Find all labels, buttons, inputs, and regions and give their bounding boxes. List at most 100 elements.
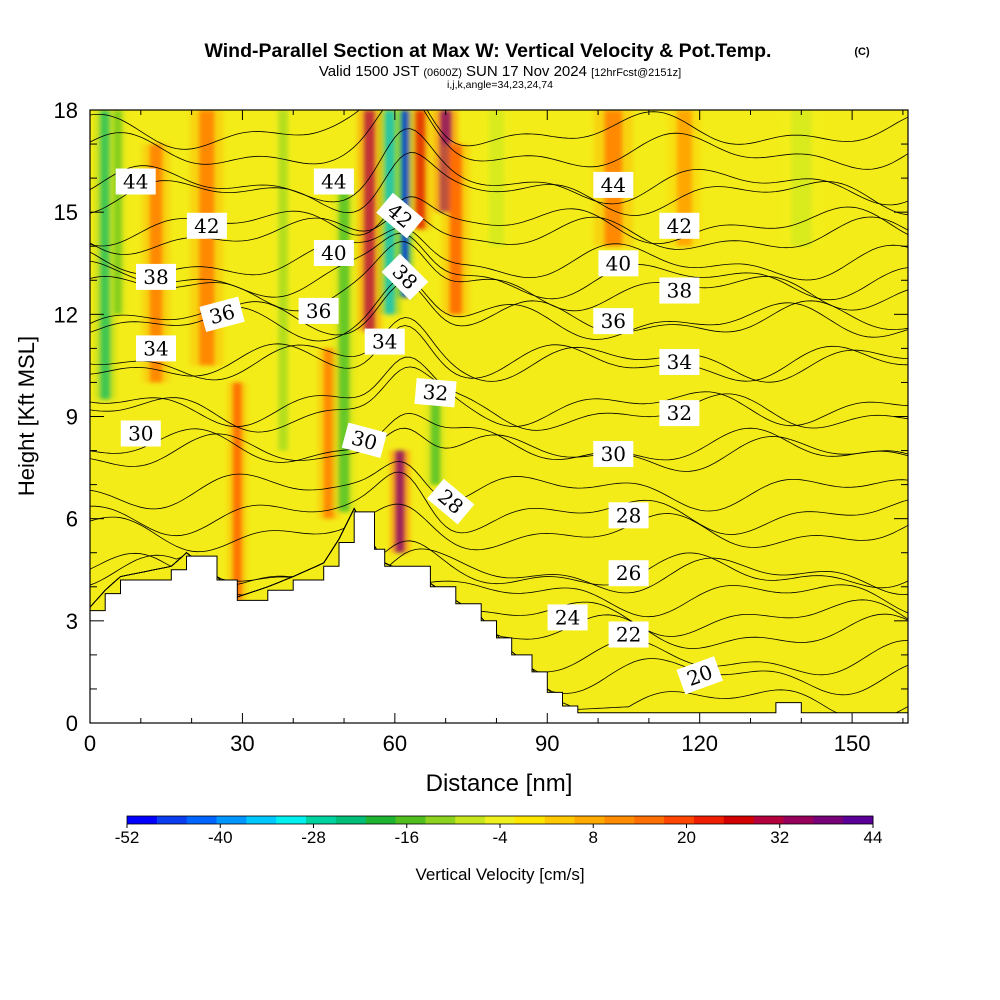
contour-label-box xyxy=(381,253,429,301)
colorbar-swatch-13 xyxy=(514,816,546,824)
x-tick-label: 120 xyxy=(681,731,718,756)
theta-contour-45 xyxy=(90,110,908,170)
contour-label-text: 42 xyxy=(667,214,692,238)
contour-label-text: 24 xyxy=(555,605,580,629)
contour-label-text: 36 xyxy=(601,309,626,333)
contour-label-4: 42 xyxy=(376,192,424,239)
colorbar-swatch-17 xyxy=(634,816,665,824)
contour-label-text: 32 xyxy=(667,401,692,425)
contour-label-text: 22 xyxy=(616,623,641,647)
contour-label-text: 38 xyxy=(667,279,692,303)
contour-label-text: 36 xyxy=(306,299,331,323)
contour-label-box xyxy=(593,171,634,198)
contour-label-box xyxy=(593,308,634,335)
w-halo-13 xyxy=(441,144,470,315)
contour-label-11: 36 xyxy=(199,296,245,333)
contour-label-text: 44 xyxy=(601,173,626,197)
contour-label-text: 30 xyxy=(128,422,153,446)
colorbar-swatch-2 xyxy=(186,816,218,824)
theta-contour-43 xyxy=(90,152,908,216)
x-tick-label: 150 xyxy=(834,731,871,756)
colorbar-tick-label: 44 xyxy=(864,828,883,847)
contour-label-12: 36 xyxy=(298,297,339,324)
contour-label-21: 30 xyxy=(593,441,634,467)
y-tick-label: 18 xyxy=(54,98,78,123)
colorbar-swatch-4 xyxy=(246,816,277,824)
contour-label-0: 44 xyxy=(115,168,156,195)
theta-contour-29 xyxy=(90,461,908,512)
w-halo-7 xyxy=(331,178,357,512)
contour-label-text: 30 xyxy=(601,442,626,466)
theta-contour-44 xyxy=(90,128,908,206)
theta-contours xyxy=(90,110,908,718)
w-halo-5 xyxy=(271,110,295,451)
w-halo-8 xyxy=(357,110,382,332)
contour-label-24: 26 xyxy=(608,560,649,587)
contour-label-box xyxy=(120,420,161,447)
contour-label-box xyxy=(547,604,588,631)
x-tick-label: 30 xyxy=(230,731,254,756)
y-tick-label: 6 xyxy=(66,507,78,532)
contour-label-box xyxy=(676,656,723,695)
subtitle-valid: Valid 1500 JST xyxy=(319,63,419,80)
contour-label-text: 38 xyxy=(143,265,168,289)
w-halo-14 xyxy=(389,450,410,553)
colorbar-tick-label: -28 xyxy=(301,828,326,847)
contour-label-box xyxy=(364,328,405,355)
w-halo-19 xyxy=(778,110,824,247)
contour-label-1: 44 xyxy=(313,168,354,195)
contour-label-13: 36 xyxy=(593,308,634,335)
contour-label-box xyxy=(115,168,156,195)
colorbar-swatch-3 xyxy=(216,816,247,824)
y-tick-label: 15 xyxy=(54,200,78,225)
colorbar-swatch-7 xyxy=(335,816,367,824)
contour-label-6: 40 xyxy=(313,240,354,266)
contour-label-text: 28 xyxy=(616,503,641,527)
colorbar-swatch-18 xyxy=(664,816,695,824)
y-tick-label: 12 xyxy=(54,302,78,327)
colorbar-swatch-22 xyxy=(783,816,814,824)
y-tick-label: 0 xyxy=(66,711,78,736)
contour-label-text: 32 xyxy=(422,380,449,406)
contour-label-16: 34 xyxy=(659,349,700,375)
colorbar-swatch-8 xyxy=(365,816,397,824)
chart-title-mark: (C) xyxy=(854,46,870,58)
chart-subtitle: Valid 1500 JST (0600Z) SUN 17 Nov 2024 [… xyxy=(319,63,681,80)
theta-contour-30 xyxy=(90,427,908,472)
w-halo-4 xyxy=(227,382,248,601)
theta-contour-31 xyxy=(90,412,908,463)
x-tick-label: 0 xyxy=(84,731,96,756)
theta-contour-41 xyxy=(90,210,908,255)
contour-label-box xyxy=(593,441,634,467)
theta-contour-35 xyxy=(90,325,908,382)
contour-label-box xyxy=(659,277,700,304)
theta-contour-39 xyxy=(90,232,908,301)
colorbar-swatch-9 xyxy=(395,816,426,824)
contour-label-27: 20 xyxy=(676,656,723,695)
subtitle-utc: (0600Z) xyxy=(423,67,462,79)
contour-label-box xyxy=(598,250,639,277)
colorbar-swatch-23 xyxy=(813,816,844,824)
contour-label-26: 22 xyxy=(608,621,649,648)
contour-label-10: 38 xyxy=(659,277,700,304)
chart-params: i,j,k,angle=34,23,24,74 xyxy=(447,79,553,91)
contour-label-25: 24 xyxy=(547,604,588,631)
contour-label-text: 34 xyxy=(667,350,692,374)
y-tick-label: 3 xyxy=(66,609,78,634)
contour-label-7: 40 xyxy=(598,250,639,277)
colorbar-swatch-20 xyxy=(723,816,755,824)
colorbar-swatch-15 xyxy=(574,816,605,824)
contour-label-23: 28 xyxy=(608,502,649,529)
terrain xyxy=(90,511,908,723)
theta-contour-34 xyxy=(90,317,908,383)
contour-label-text: 44 xyxy=(123,170,148,194)
colorbar-label: Vertical Velocity [cm/s] xyxy=(415,865,584,884)
subtitle-date: SUN 17 Nov 2024 xyxy=(466,63,587,80)
contour-label-box xyxy=(608,502,649,529)
x-tick-label: 60 xyxy=(383,731,407,756)
colorbar-swatch-21 xyxy=(753,816,784,824)
